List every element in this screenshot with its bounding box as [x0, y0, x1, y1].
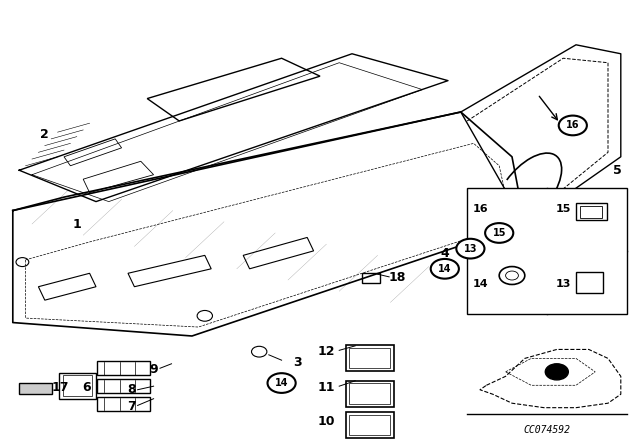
Bar: [19, 383, 52, 394]
Text: 5: 5: [613, 164, 622, 177]
Text: 8: 8: [127, 383, 136, 396]
Text: 18: 18: [388, 271, 406, 284]
Text: 13: 13: [556, 280, 571, 289]
Bar: [580, 206, 602, 218]
Text: 6: 6: [82, 381, 91, 394]
Bar: [346, 412, 394, 438]
Text: 12: 12: [317, 345, 335, 358]
Text: 1: 1: [72, 217, 81, 231]
Circle shape: [559, 116, 587, 135]
Bar: [97, 361, 150, 375]
Text: 2: 2: [40, 128, 49, 141]
Bar: [59, 373, 96, 399]
Text: 4: 4: [440, 246, 449, 260]
Bar: [576, 203, 607, 220]
Bar: [349, 383, 390, 404]
Bar: [467, 188, 627, 314]
Circle shape: [545, 364, 568, 380]
Text: 3: 3: [293, 356, 302, 370]
Bar: [362, 273, 380, 283]
Text: 14: 14: [438, 264, 452, 274]
Bar: [97, 397, 150, 411]
Circle shape: [431, 259, 459, 279]
Bar: [97, 379, 150, 393]
Bar: [63, 375, 92, 396]
Text: 15: 15: [556, 204, 571, 214]
Text: 14: 14: [275, 378, 289, 388]
Circle shape: [485, 223, 513, 243]
Circle shape: [456, 239, 484, 258]
Bar: [349, 348, 390, 368]
Bar: [346, 345, 394, 371]
Text: 16: 16: [472, 204, 488, 214]
Bar: [576, 272, 603, 293]
Text: 13: 13: [463, 244, 477, 254]
Text: 10: 10: [317, 414, 335, 428]
Text: CC074592: CC074592: [524, 425, 571, 435]
Text: 11: 11: [317, 381, 335, 394]
Circle shape: [268, 373, 296, 393]
Text: 7: 7: [127, 400, 136, 414]
Text: 17: 17: [52, 381, 70, 394]
Text: 14: 14: [472, 280, 488, 289]
Bar: [349, 415, 390, 435]
Text: 16: 16: [566, 121, 580, 130]
Text: 9: 9: [149, 363, 158, 376]
Text: 15: 15: [492, 228, 506, 238]
Bar: [346, 381, 394, 407]
